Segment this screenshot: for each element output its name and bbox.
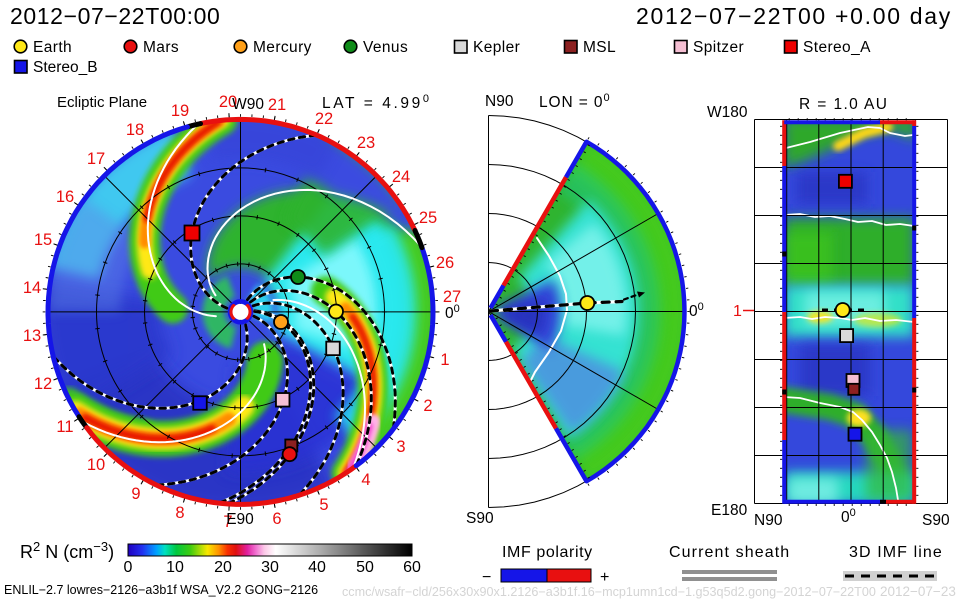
svg-text:21: 21 [268, 96, 286, 114]
svg-text:26: 26 [436, 254, 454, 272]
svg-text:ccmc/wsafr−cld/256x30x90x1.212: ccmc/wsafr−cld/256x30x90x1.2126−a3b1f.16… [342, 585, 876, 599]
svg-text:10: 10 [166, 559, 184, 576]
svg-text:MSL: MSL [583, 39, 616, 56]
svg-text:12: 12 [34, 375, 52, 393]
svg-text:IMF polarity: IMF polarity [502, 544, 593, 561]
svg-text:E90: E90 [226, 511, 254, 528]
svg-text:Kepler: Kepler [473, 39, 520, 56]
svg-text:17: 17 [87, 150, 105, 168]
svg-text:Mars: Mars [143, 39, 179, 56]
svg-text:Spitzer: Spitzer [693, 39, 744, 56]
svg-text:2012−07−22T00 +0.00 day: 2012−07−22T00 +0.00 day [636, 3, 952, 29]
svg-text:11: 11 [56, 418, 73, 436]
svg-text:5: 5 [319, 496, 328, 514]
svg-text:Ecliptic Plane: Ecliptic Plane [57, 94, 147, 111]
svg-text:40: 40 [308, 559, 326, 576]
svg-text:Current sheath: Current sheath [669, 544, 790, 561]
svg-text:+: + [600, 569, 609, 586]
svg-text:2012−07−22T00:00: 2012−07−22T00:00 [10, 3, 220, 29]
svg-text:19: 19 [171, 102, 189, 120]
svg-text:23: 23 [357, 134, 375, 152]
svg-text:LAT = 4.990: LAT = 4.990 [322, 93, 432, 112]
svg-text:1: 1 [733, 303, 742, 320]
svg-text:Stereo_A: Stereo_A [803, 39, 871, 56]
svg-text:4: 4 [361, 471, 370, 489]
svg-text:Venus: Venus [363, 39, 408, 56]
svg-text:24: 24 [392, 168, 410, 186]
svg-text:N90: N90 [485, 93, 514, 110]
svg-text:13: 13 [23, 327, 41, 345]
svg-text:Stereo_B: Stereo_B [33, 59, 98, 76]
svg-text:N90: N90 [754, 512, 783, 529]
svg-text:Earth: Earth [33, 39, 72, 56]
svg-text:W180: W180 [707, 104, 748, 121]
svg-text:50: 50 [356, 559, 374, 576]
svg-text:14: 14 [23, 279, 41, 297]
svg-text:E180: E180 [711, 502, 748, 519]
svg-text:25: 25 [419, 209, 437, 227]
svg-text:20: 20 [214, 559, 232, 576]
svg-text:0: 0 [124, 559, 133, 576]
svg-text:22: 22 [315, 110, 333, 128]
svg-text:Mercury: Mercury [253, 39, 312, 56]
svg-text:18: 18 [126, 121, 144, 139]
svg-text:ENLIL−2.7 lowres−2126−a3b1f WS: ENLIL−2.7 lowres−2126−a3b1f WSA_V2.2 GON… [4, 583, 318, 597]
svg-text:10: 10 [87, 456, 105, 474]
svg-text:S90: S90 [922, 512, 950, 529]
svg-text:60: 60 [403, 559, 421, 576]
svg-text:3D IMF line: 3D IMF line [849, 544, 943, 561]
svg-text:15: 15 [34, 231, 52, 249]
svg-text:LON = 00: LON = 00 [539, 92, 611, 111]
svg-text:−: − [482, 569, 491, 586]
svg-text:30: 30 [261, 559, 279, 576]
svg-text:3: 3 [396, 438, 405, 456]
svg-text:S90: S90 [466, 510, 494, 527]
svg-text:2012−07−23: 2012−07−23 [880, 584, 956, 599]
svg-text:6: 6 [272, 510, 281, 528]
svg-text:9: 9 [131, 485, 140, 503]
svg-text:1: 1 [440, 351, 449, 369]
svg-text:2: 2 [423, 397, 432, 415]
svg-text:16: 16 [56, 188, 74, 206]
svg-text:W90: W90 [232, 96, 264, 113]
svg-text:R = 1.0 AU: R = 1.0 AU [799, 96, 888, 113]
svg-text:8: 8 [175, 504, 184, 522]
